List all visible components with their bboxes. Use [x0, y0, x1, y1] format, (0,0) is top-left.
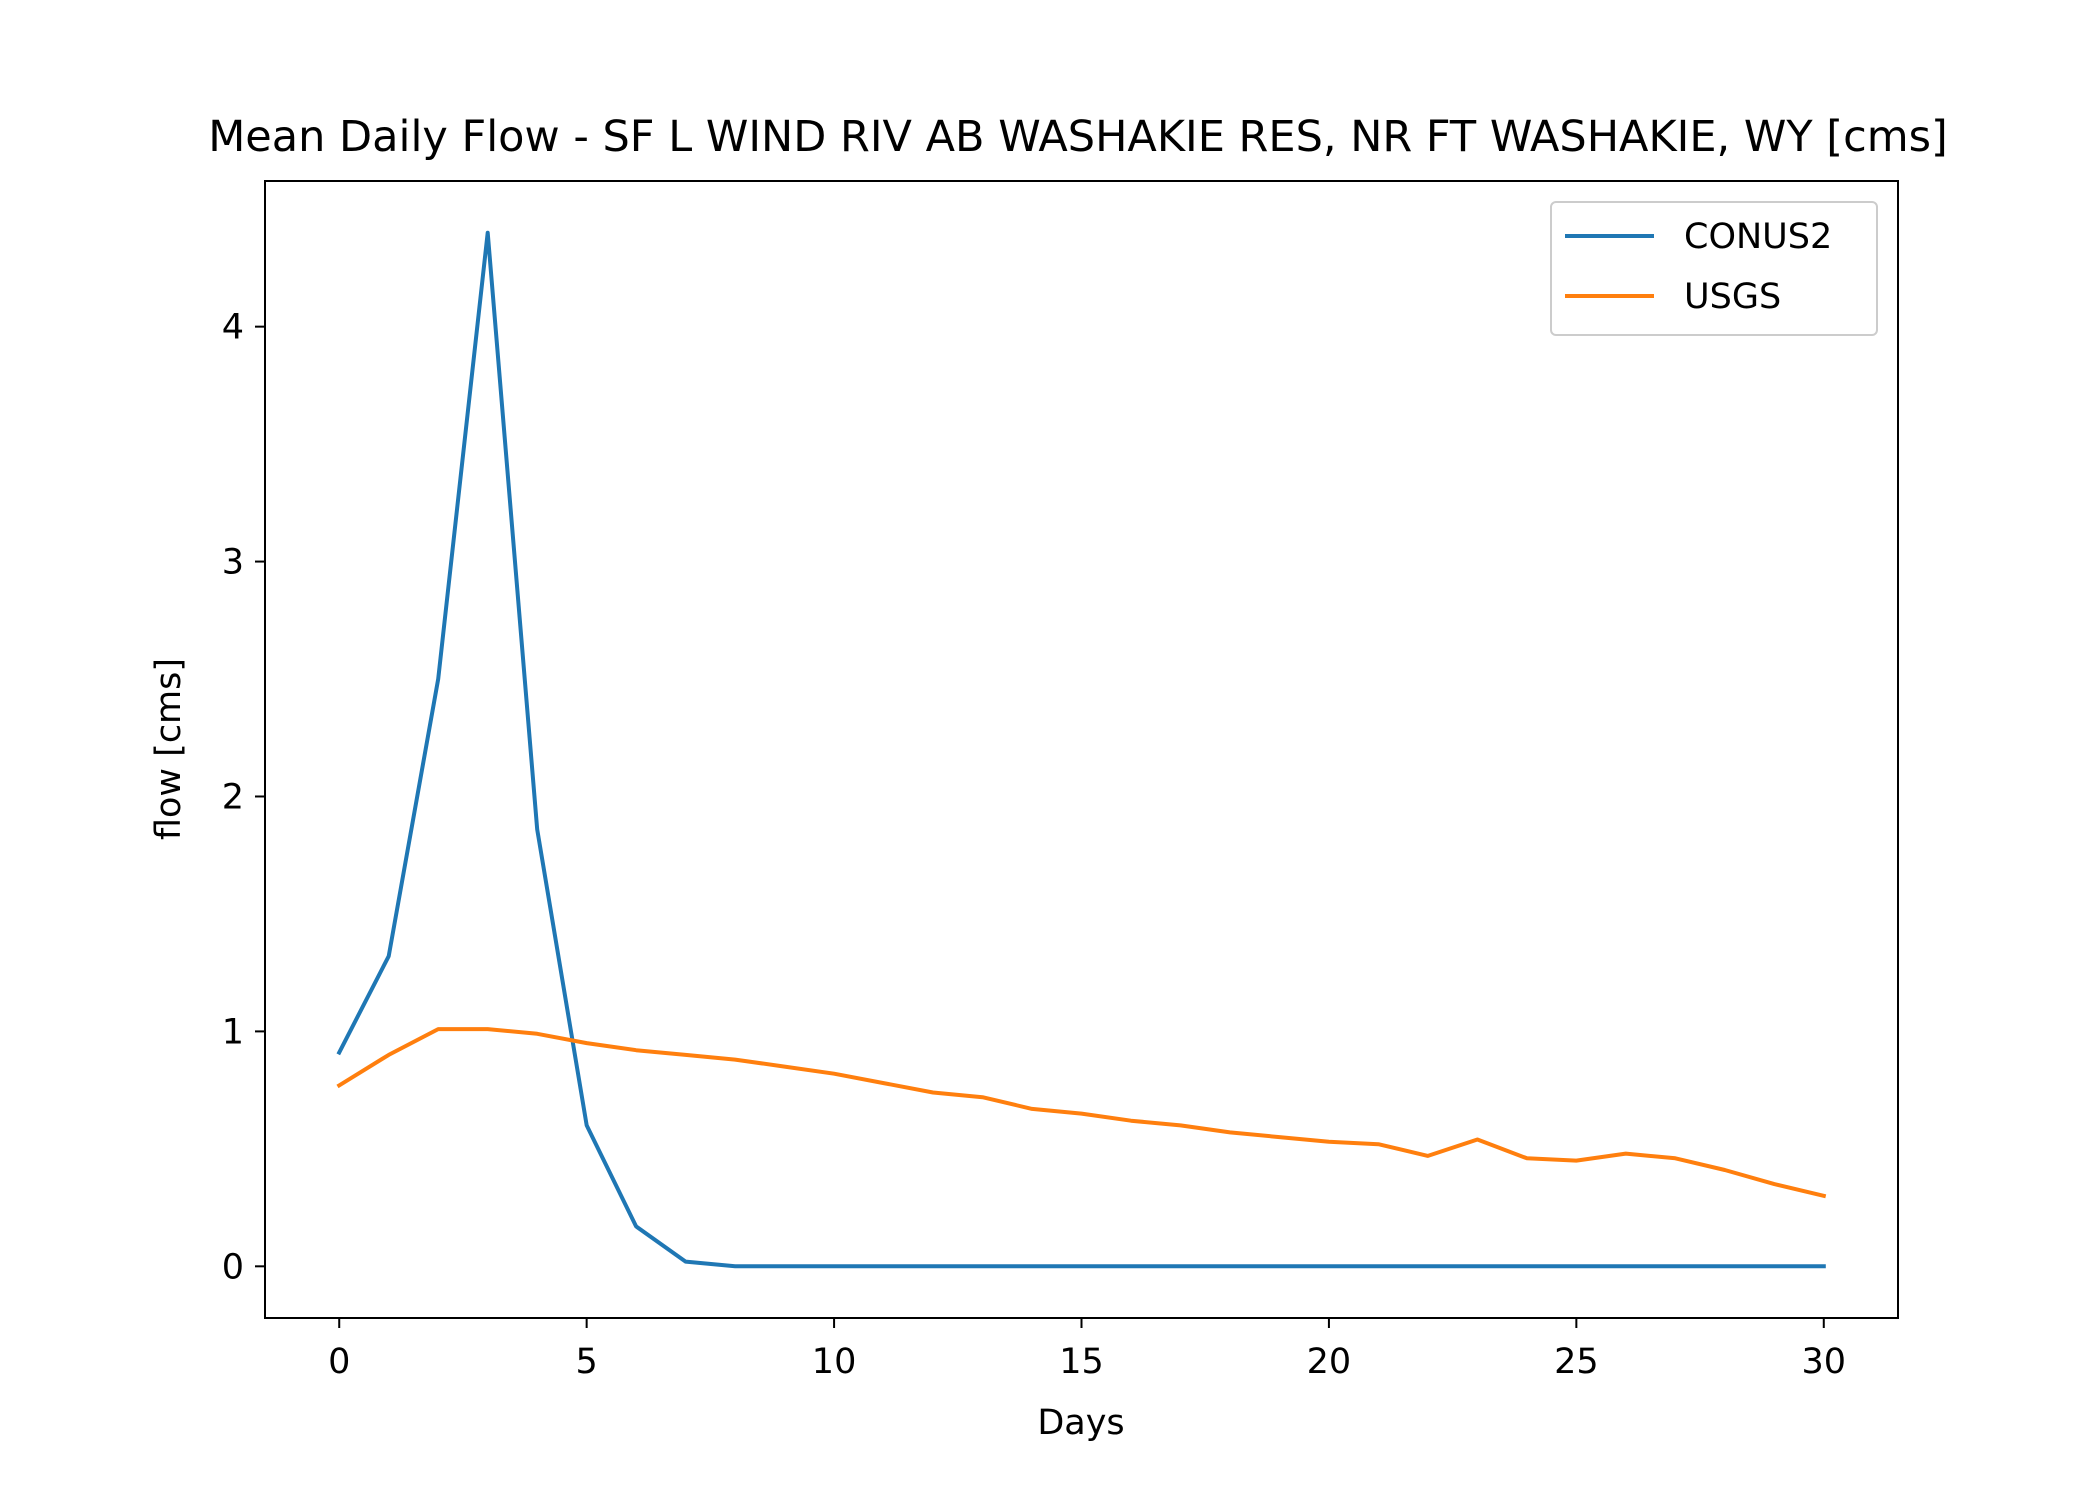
x-tick-label: 30	[1801, 1342, 1846, 1382]
axis-ticks: 0 5 10 15 20 25 30 0 1 2 3 4	[222, 308, 1846, 1382]
x-tick-label: 25	[1554, 1342, 1599, 1382]
series-group	[336, 230, 1827, 1269]
y-axis-label: flow [cms]	[149, 658, 189, 840]
x-tick-label: 0	[328, 1342, 350, 1382]
legend-label-usgs: USGS	[1684, 277, 1781, 317]
legend-label-conus2: CONUS2	[1684, 217, 1832, 257]
x-tick-label: 15	[1059, 1342, 1104, 1382]
y-tick-label: 0	[222, 1247, 244, 1287]
legend: CONUS2 USGS	[1550, 201, 1878, 336]
x-tick-label: 10	[812, 1342, 857, 1382]
axes-frame	[264, 180, 1899, 1319]
y-tick-label: 3	[222, 543, 244, 583]
x-tick-label: 5	[576, 1342, 598, 1382]
series-line-conus2	[336, 230, 1826, 1269]
x-tick-label: 20	[1307, 1342, 1352, 1382]
y-tick-label: 4	[222, 308, 244, 348]
x-axis-label: Days	[1037, 1403, 1124, 1443]
series-line-usgs	[336, 1027, 1827, 1199]
chart-title: Mean Daily Flow - SF L WIND RIV AB WASHA…	[208, 112, 1948, 162]
y-tick-label: 2	[222, 777, 244, 817]
y-tick-label: 1	[222, 1012, 244, 1052]
